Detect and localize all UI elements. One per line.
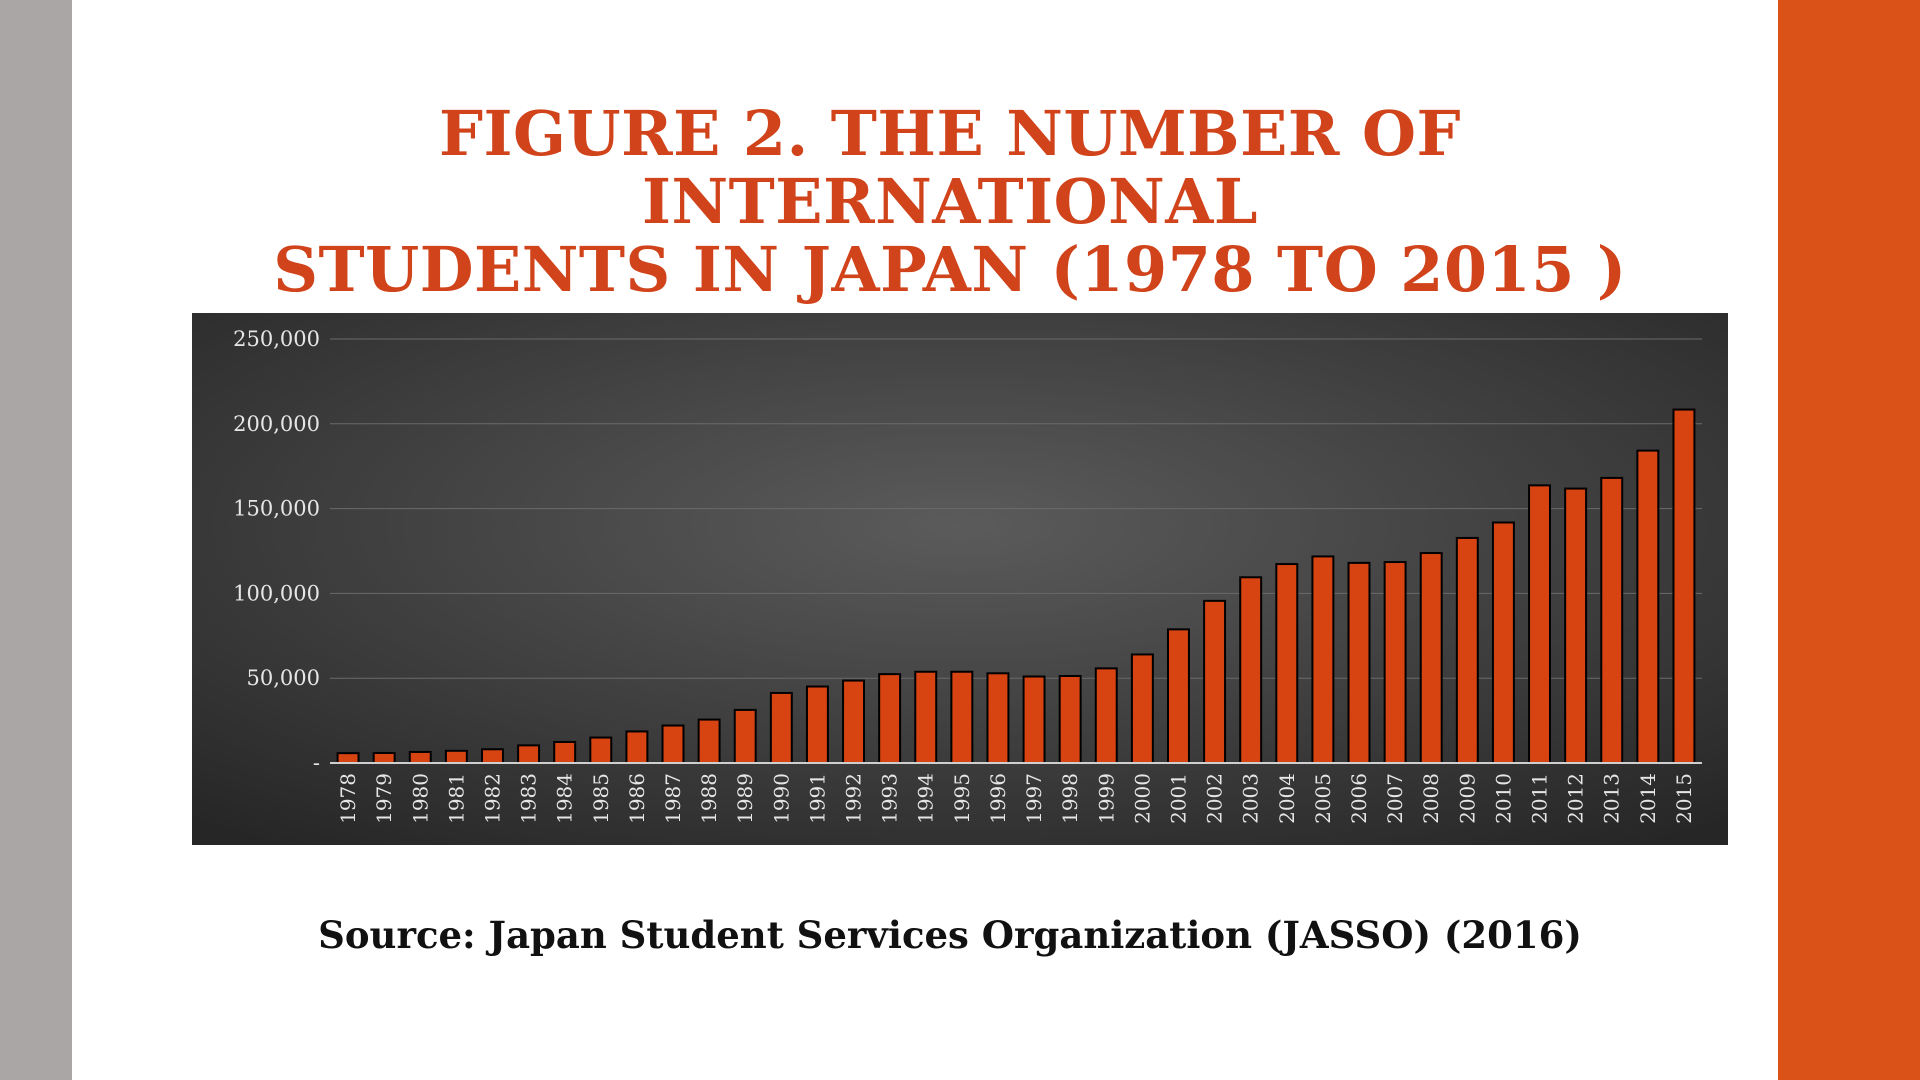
bar-2010 (1491, 521, 1515, 764)
bar-2004 (1275, 563, 1299, 764)
chart-canvas: - 50,000 100,000 150,000 200,000 250,000 1978… (192, 313, 1728, 845)
x-tick-label-2004: 2004 (1275, 773, 1299, 824)
bar-1998 (1058, 674, 1082, 765)
bar-2012 (1564, 487, 1588, 765)
bar-2005 (1311, 555, 1335, 764)
x-tick-label-2012: 2012 (1564, 773, 1588, 824)
x-tick-label-1999: 1999 (1094, 773, 1118, 824)
bar-2014 (1636, 449, 1660, 764)
x-tick-label-2003: 2003 (1239, 773, 1263, 824)
x-axis-tick-labels: 1978 1979 1980 1981 1982 1983 1984 1985 1986 1987… (336, 773, 1696, 824)
x-tick-label-2010: 2010 (1491, 773, 1515, 824)
x-tick-label-1990: 1990 (769, 773, 793, 824)
right-accent-strip (1778, 0, 1920, 1080)
x-tick-label-1995: 1995 (950, 773, 974, 824)
x-tick-label-2015: 2015 (1672, 773, 1696, 824)
bar-1996 (986, 672, 1010, 764)
bar-2011 (1528, 484, 1551, 764)
bar-2003 (1239, 576, 1263, 764)
bar-1983 (517, 744, 541, 765)
bar-2001 (1167, 628, 1190, 764)
x-tick-label-1983: 1983 (517, 773, 541, 824)
x-tick-label-2009: 2009 (1455, 773, 1479, 824)
x-tick-label-2006: 2006 (1347, 773, 1371, 824)
bar-1984 (553, 740, 577, 765)
bar-2000 (1130, 653, 1154, 764)
bar-chart: - 50,000 100,000 150,000 200,000 250,000 1978… (192, 313, 1728, 845)
x-tick-label-1987: 1987 (661, 773, 685, 824)
x-tick-label-1986: 1986 (625, 773, 649, 824)
x-tick-label-2011: 2011 (1528, 773, 1552, 824)
x-tick-label-1993: 1993 (878, 773, 902, 824)
bar-1982 (481, 748, 504, 764)
bar-2007 (1383, 561, 1407, 764)
x-tick-label-2001: 2001 (1166, 773, 1190, 824)
slide-title-line-1: FIGURE 2. THE NUMBER OF INTERNATIONAL (439, 97, 1461, 238)
x-tick-label-1994: 1994 (914, 773, 938, 824)
bar-1979 (372, 751, 396, 764)
bar-1981 (444, 749, 468, 764)
bar-1989 (733, 708, 757, 764)
bar-1994 (914, 670, 938, 764)
x-tick-label-1978: 1978 (336, 773, 360, 824)
x-tick-label-1980: 1980 (408, 773, 432, 824)
bar-1980 (408, 750, 432, 765)
y-tick-label-50000: 50,000 (247, 666, 320, 690)
bar-2006 (1347, 561, 1371, 764)
x-tick-label-2013: 2013 (1600, 773, 1624, 824)
x-tick-label-2000: 2000 (1130, 773, 1154, 824)
bar-1986 (625, 730, 649, 765)
y-tick-label-0: - (313, 751, 320, 775)
x-tick-label-1996: 1996 (986, 773, 1010, 824)
bar-1995 (950, 670, 974, 764)
x-tick-label-1984: 1984 (553, 773, 577, 824)
source-citation: Source: Japan Student Services Organizat… (318, 913, 1582, 957)
bar-2015 (1672, 408, 1696, 765)
x-tick-label-1992: 1992 (842, 773, 866, 824)
x-tick-label-1988: 1988 (697, 773, 721, 824)
bar-1993 (878, 673, 902, 765)
chart-bars (336, 408, 1696, 765)
slide-title: FIGURE 2. THE NUMBER OF INTERNATIONAL ST… (150, 100, 1750, 304)
x-tick-label-1989: 1989 (733, 773, 757, 824)
x-tick-label-2005: 2005 (1311, 773, 1335, 824)
y-tick-label-100000: 100,000 (233, 581, 320, 605)
bar-2009 (1455, 536, 1479, 764)
bar-1997 (1022, 675, 1046, 764)
x-tick-label-1998: 1998 (1058, 773, 1082, 824)
y-tick-label-250000: 250,000 (233, 327, 320, 351)
bar-1992 (842, 679, 865, 764)
bar-1988 (697, 718, 721, 764)
bar-1987 (661, 724, 685, 765)
bar-2002 (1203, 599, 1227, 764)
x-tick-label-1985: 1985 (589, 773, 613, 824)
x-tick-label-2008: 2008 (1419, 773, 1443, 824)
y-tick-label-150000: 150,000 (233, 497, 320, 521)
x-tick-label-2007: 2007 (1383, 773, 1407, 824)
bar-1990 (769, 691, 793, 764)
slide-title-line-2: STUDENTS IN JAPAN (1978 TO 2015 ) (273, 233, 1627, 306)
x-tick-label-1979: 1979 (372, 773, 396, 824)
x-tick-label-1997: 1997 (1022, 773, 1046, 824)
x-tick-label-1982: 1982 (480, 773, 504, 824)
bar-1978 (336, 752, 360, 765)
y-axis-tick-labels: - 50,000 100,000 150,000 200,000 250,000 (233, 327, 320, 775)
left-accent-strip (0, 0, 72, 1080)
x-tick-label-2002: 2002 (1203, 773, 1227, 824)
x-tick-label-1991: 1991 (805, 773, 829, 824)
bar-2013 (1600, 476, 1624, 764)
x-tick-label-1981: 1981 (444, 773, 468, 824)
bar-1985 (589, 736, 613, 764)
bar-1991 (805, 685, 829, 765)
bar-2008 (1419, 552, 1443, 764)
y-tick-label-200000: 200,000 (233, 412, 320, 436)
x-tick-label-2014: 2014 (1636, 773, 1660, 824)
bar-1999 (1094, 667, 1118, 764)
